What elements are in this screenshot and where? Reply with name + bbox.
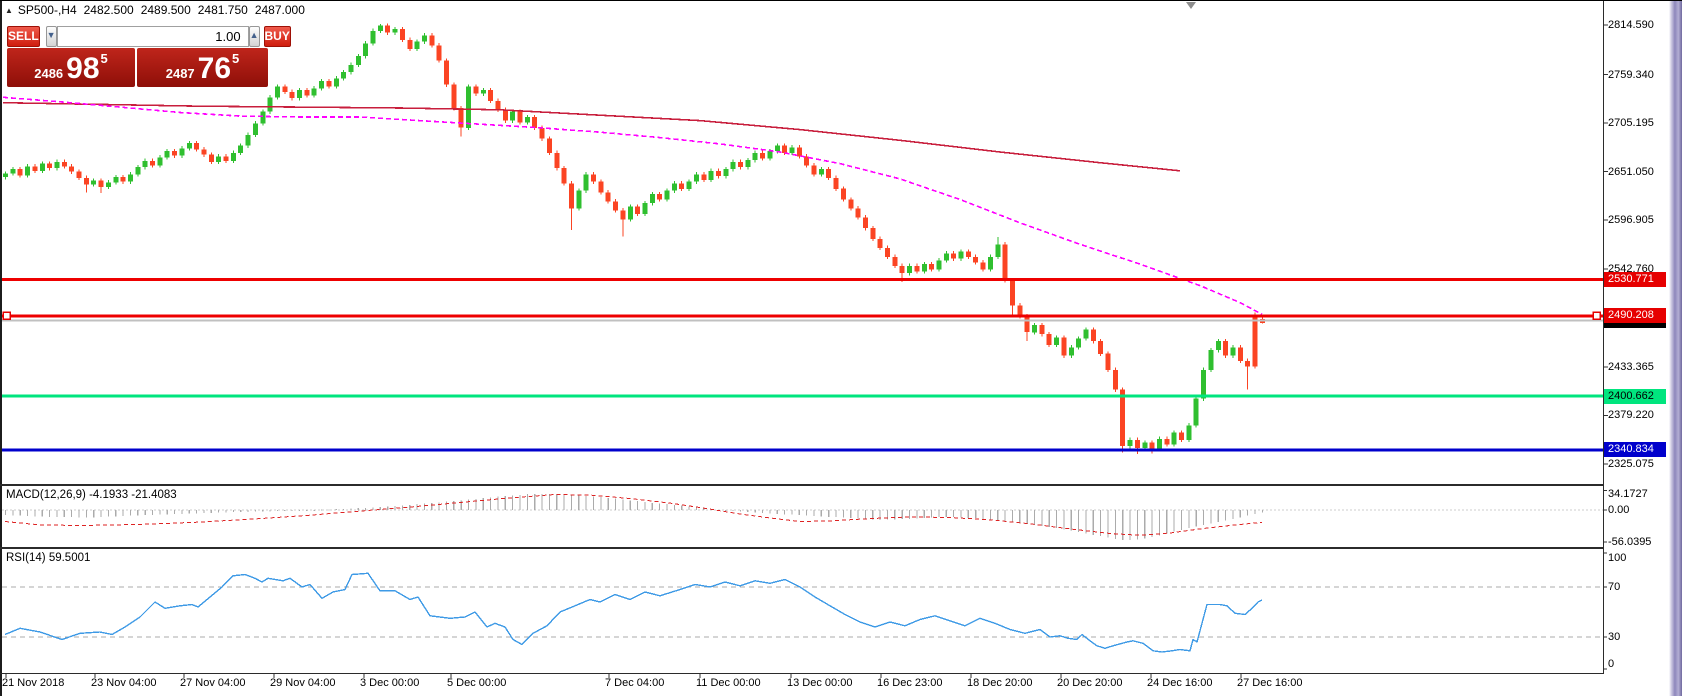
- window-edge-scrollbar[interactable]: [1669, 1, 1682, 696]
- symbol-marker-icon: ▲: [5, 5, 13, 15]
- buy-price-superscript: 5: [232, 51, 240, 66]
- rsi-indicator-label: RSI(14) 59.5001: [6, 552, 91, 564]
- main-macd-separator[interactable]: [0, 484, 1604, 486]
- ohlc-close-value: 2487.000: [254, 3, 305, 17]
- ohlc-low-value: 2481.750: [197, 3, 248, 17]
- ohlc-high-value: 2489.500: [140, 3, 191, 17]
- chart-shift-marker-icon[interactable]: [1186, 2, 1196, 9]
- buy-price-main: 2487: [165, 66, 195, 81]
- buy-button[interactable]: BUY: [263, 26, 291, 47]
- price-axis-border: [1603, 1, 1604, 674]
- macd-rsi-separator[interactable]: [0, 547, 1604, 549]
- sell-price-superscript: 5: [100, 51, 108, 66]
- sell-price-main: 2486: [34, 66, 64, 81]
- buy-price-big: 76: [197, 52, 232, 85]
- volume-increase-button[interactable]: ▲: [248, 26, 260, 47]
- window-left-border: [0, 1, 2, 696]
- volume-decrease-button[interactable]: ▼: [45, 26, 57, 47]
- rsi-dates-separator: [0, 673, 1604, 674]
- sell-price-display[interactable]: 2486 98 5: [7, 48, 135, 87]
- volume-input[interactable]: [56, 26, 249, 47]
- sell-price-big: 98: [66, 52, 100, 85]
- macd-indicator-label: MACD(12,26,9) -4.1933 -21.4083: [6, 489, 177, 501]
- ohlc-open-value: 2482.500: [83, 3, 134, 17]
- buy-price-display[interactable]: 2487 76 5: [137, 48, 268, 87]
- one-click-trade-panel: SELL ▼ ▲ BUY 2486 98 5 2487 76 5: [7, 26, 291, 87]
- sell-button[interactable]: SELL: [7, 26, 40, 47]
- symbol-period-label: SP500-,H4: [17, 3, 77, 17]
- chart-header: ▲ SP500-,H4 2482.500 2489.500 2481.750 2…: [5, 3, 305, 17]
